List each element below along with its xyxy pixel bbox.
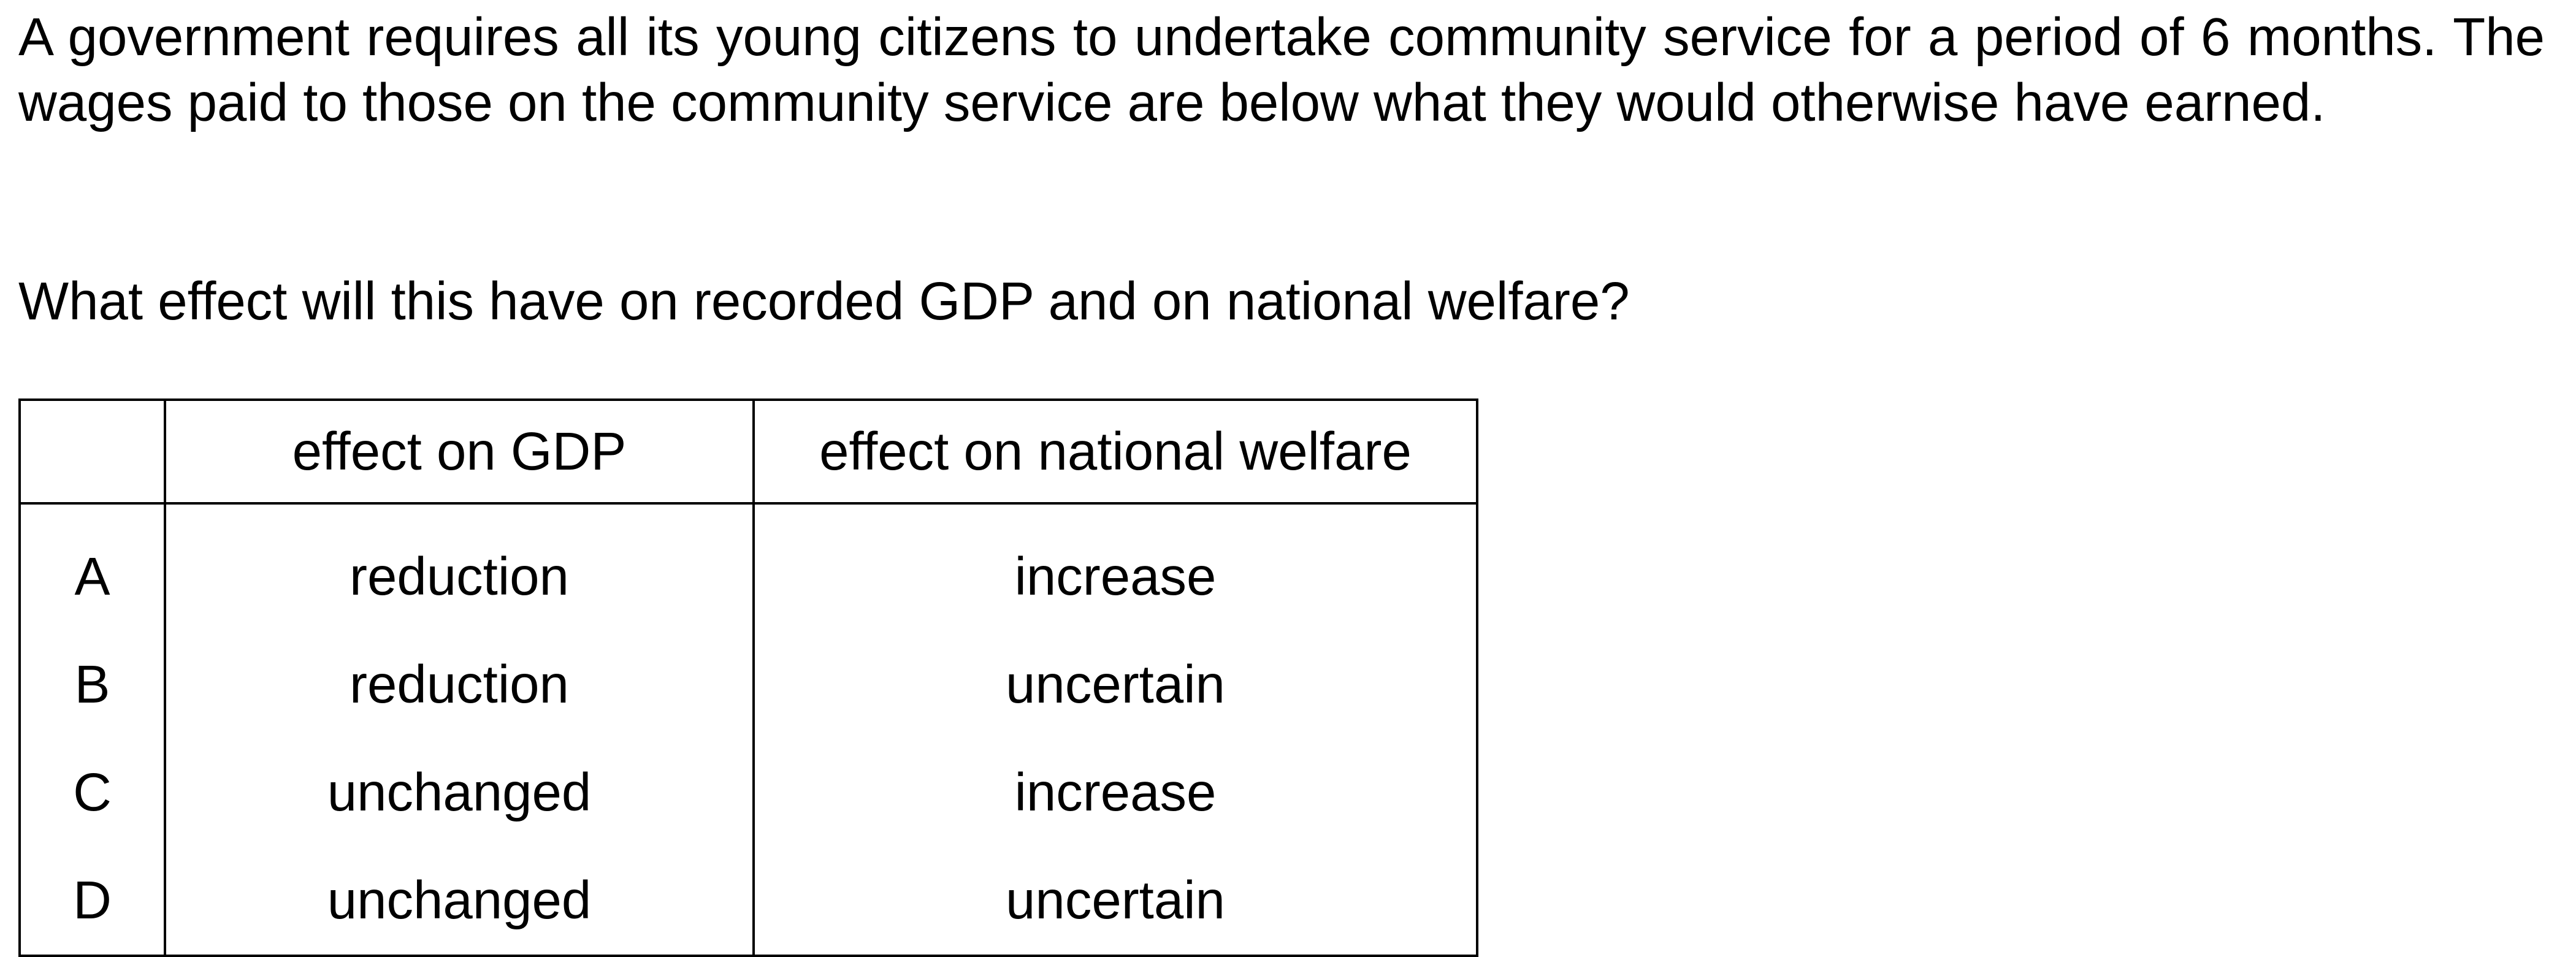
option-gdp-effect: unchanged	[164, 847, 755, 957]
table-row: B reduction uncertain	[18, 631, 1478, 739]
option-letter: D	[18, 847, 166, 957]
option-gdp-effect: unchanged	[164, 739, 755, 847]
table-row: C unchanged increase	[18, 739, 1478, 847]
option-gdp-effect: reduction	[164, 503, 755, 631]
header-effect-on-welfare: effect on national welfare	[752, 398, 1478, 505]
question-page: A government requires all its young citi…	[18, 0, 2545, 957]
option-gdp-effect: reduction	[164, 631, 755, 739]
question-stem: A government requires all its young citi…	[18, 7, 2545, 132]
option-welfare-effect: uncertain	[752, 847, 1478, 957]
table-row: D unchanged uncertain	[18, 847, 1478, 957]
option-letter: C	[18, 739, 166, 847]
option-welfare-effect: increase	[752, 503, 1478, 631]
question-prompt: What effect will this have on recorded G…	[18, 272, 1630, 331]
option-welfare-effect: uncertain	[752, 631, 1478, 739]
option-welfare-effect: increase	[752, 739, 1478, 847]
answer-options-table: effect on GDP effect on national welfare…	[18, 398, 1478, 957]
option-letter: A	[18, 503, 166, 631]
header-effect-on-gdp: effect on GDP	[164, 398, 755, 505]
header-letter	[18, 398, 166, 505]
table-row: A reduction increase	[18, 503, 1478, 631]
table-header-row: effect on GDP effect on national welfare	[18, 398, 1478, 505]
question-stem-block: A government requires all its young citi…	[18, 0, 2545, 135]
option-letter: B	[18, 631, 166, 739]
